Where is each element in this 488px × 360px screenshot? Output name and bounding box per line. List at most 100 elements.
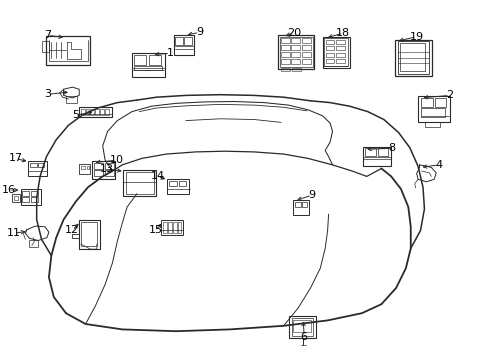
Bar xyxy=(279,37,312,67)
Bar xyxy=(301,59,310,64)
Bar xyxy=(325,53,334,57)
Bar xyxy=(291,52,300,57)
Bar xyxy=(301,45,310,50)
Bar xyxy=(79,107,112,117)
Bar xyxy=(281,45,289,50)
Bar xyxy=(324,38,347,66)
Text: 11: 11 xyxy=(7,228,20,238)
Text: 10: 10 xyxy=(109,155,123,165)
Bar xyxy=(420,108,444,117)
Bar xyxy=(281,38,289,43)
Bar xyxy=(301,38,310,43)
Text: 1: 1 xyxy=(166,48,173,58)
Bar xyxy=(420,98,432,107)
Bar xyxy=(397,41,428,74)
Text: 12: 12 xyxy=(65,225,79,235)
Bar xyxy=(125,172,153,194)
Bar xyxy=(31,197,38,202)
Bar xyxy=(86,166,89,169)
Bar xyxy=(291,59,300,64)
Text: 15: 15 xyxy=(148,225,162,235)
Bar xyxy=(161,220,183,235)
Bar xyxy=(81,222,97,246)
Bar xyxy=(302,202,306,207)
Bar xyxy=(169,181,176,186)
Bar xyxy=(281,52,289,57)
Bar xyxy=(293,200,308,215)
Text: 7: 7 xyxy=(44,30,51,40)
Text: 8: 8 xyxy=(388,143,395,153)
Bar xyxy=(134,66,162,70)
Bar xyxy=(364,148,375,156)
Bar xyxy=(322,37,349,68)
Bar xyxy=(434,98,445,107)
Text: 13: 13 xyxy=(100,164,113,174)
Bar xyxy=(291,45,300,50)
Bar xyxy=(81,109,84,115)
Bar xyxy=(394,40,431,76)
Bar xyxy=(417,96,449,122)
Bar xyxy=(167,179,189,194)
Text: 16: 16 xyxy=(2,185,16,195)
Bar xyxy=(281,59,289,64)
Bar xyxy=(100,109,104,115)
Bar xyxy=(325,40,334,44)
Bar xyxy=(173,35,194,55)
Bar xyxy=(148,55,161,65)
Bar xyxy=(79,220,100,249)
Bar xyxy=(85,109,89,115)
Text: 20: 20 xyxy=(287,28,301,38)
Bar xyxy=(291,318,313,336)
Text: 2: 2 xyxy=(446,90,452,100)
Bar xyxy=(293,320,310,332)
Bar xyxy=(291,38,300,43)
Bar xyxy=(29,240,38,247)
Bar xyxy=(105,170,114,176)
Text: 17: 17 xyxy=(9,153,22,163)
Bar xyxy=(90,109,94,115)
Bar xyxy=(31,191,38,196)
Bar xyxy=(30,163,37,167)
Text: 6: 6 xyxy=(300,332,307,342)
Bar xyxy=(167,222,171,233)
Bar xyxy=(134,55,146,65)
Text: 19: 19 xyxy=(409,32,423,42)
Bar xyxy=(66,96,77,103)
Bar xyxy=(336,40,345,44)
Bar xyxy=(105,109,109,115)
Bar xyxy=(81,166,84,169)
Bar xyxy=(377,148,387,156)
Bar xyxy=(105,163,114,169)
Bar xyxy=(132,53,165,77)
Text: 14: 14 xyxy=(150,171,164,181)
Text: 3: 3 xyxy=(44,89,51,99)
Bar xyxy=(336,46,345,50)
Text: 5: 5 xyxy=(72,110,79,120)
Bar xyxy=(179,181,186,186)
Bar xyxy=(95,109,99,115)
Bar xyxy=(399,43,425,71)
Bar xyxy=(46,36,90,65)
Text: 4: 4 xyxy=(435,160,442,170)
Bar xyxy=(163,222,166,233)
Bar xyxy=(14,196,18,200)
Text: 18: 18 xyxy=(336,28,349,38)
Bar xyxy=(123,170,156,196)
Bar xyxy=(289,316,316,338)
Bar xyxy=(281,68,289,71)
Bar xyxy=(172,222,176,233)
Bar xyxy=(94,170,102,176)
Text: 9: 9 xyxy=(196,27,203,37)
Bar xyxy=(325,59,334,63)
Bar xyxy=(292,68,301,71)
Bar xyxy=(38,163,44,167)
Bar xyxy=(336,59,345,63)
Bar xyxy=(22,191,29,196)
Bar xyxy=(12,194,20,202)
Bar xyxy=(362,147,390,166)
Bar xyxy=(301,52,310,57)
Text: 9: 9 xyxy=(308,190,315,200)
Bar xyxy=(79,164,90,174)
Bar xyxy=(20,189,41,205)
Bar xyxy=(336,53,345,57)
